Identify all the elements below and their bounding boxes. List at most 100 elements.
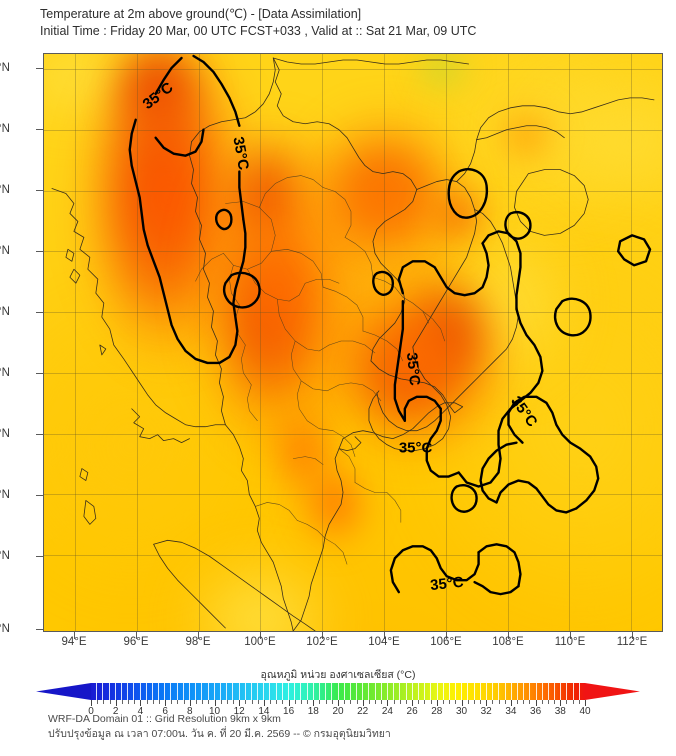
colorbar-tick-label: 14 (258, 706, 270, 717)
gridline-horizontal (44, 555, 662, 557)
colorbar-tick-mark (319, 700, 321, 704)
coastline-gulf-of-thailand (342, 402, 464, 440)
colorbar-scale[interactable] (91, 683, 585, 700)
colorbar-tick-mark (510, 700, 512, 706)
province-border-25 (195, 253, 224, 282)
x-tick-mark (632, 632, 633, 639)
colorbar-tick-label: 2 (112, 706, 119, 717)
island-nicobar-a (79, 468, 89, 481)
colorbar-tick-mark (529, 700, 531, 704)
colorbar-tick-label: 8 (187, 706, 193, 717)
contour-label-vietnam: 35°C (507, 393, 541, 430)
colorbar-tick-label: 18 (307, 706, 319, 717)
x-tick-label: 104°E (368, 636, 400, 648)
colorbar-tick-mark (183, 700, 185, 704)
y-tick-label: 14°N (0, 305, 10, 318)
y-tick-label: 12°N (0, 366, 10, 379)
colorbar-tick-mark (492, 700, 494, 704)
colorbar-tick-mark (541, 700, 543, 704)
y-tick-label: 10°N (0, 427, 10, 440)
gridline-vertical (445, 54, 447, 631)
y-tick-label: 16°N (0, 245, 10, 257)
border-china-vietnam (272, 57, 470, 65)
colorbar-tick-mark (128, 700, 130, 704)
colorbar-tick-mark (424, 700, 426, 704)
footer-block: WRF-DA Domain 01 :: Grid Resolution 9km … (48, 712, 648, 741)
province-border-13 (322, 187, 352, 238)
island-andaman-a (65, 248, 75, 262)
province-border-28 (241, 344, 252, 386)
colorbar-tick-mark (350, 700, 352, 704)
x-tick-mark (446, 632, 447, 639)
colorbar-tick-mark (554, 700, 556, 704)
coastline-myanmar-delta (131, 408, 190, 444)
hot-core-hainan (495, 105, 557, 164)
gridline-horizontal (44, 433, 662, 435)
cool-patch-greenish-north (414, 54, 471, 89)
gridline-horizontal (44, 312, 662, 314)
province-border-1 (223, 201, 276, 270)
x-tick-label: 94°E (61, 636, 87, 648)
colorbar-tick-label: 4 (137, 706, 144, 717)
province-border-21 (338, 448, 356, 483)
province-border-17 (332, 430, 356, 457)
province-border-29 (247, 384, 258, 422)
x-tick-label: 108°E (492, 636, 524, 648)
x-tick-mark (384, 632, 385, 639)
page-title: Temperature at 2m above ground(℃) - [Dat… (40, 7, 362, 21)
y-tick-mark (36, 433, 43, 435)
colorbar-tick-mark (362, 700, 364, 706)
y-tick-label: 6°N (0, 549, 10, 562)
colorbar-tick-mark (498, 700, 500, 704)
x-tick-mark (570, 632, 571, 639)
gridline-vertical (383, 54, 385, 631)
x-tick-mark (136, 632, 137, 639)
coastline-gulf-upper (338, 436, 362, 452)
colorbar-tick-mark (158, 700, 160, 704)
contour-myanmar-loop-small (214, 208, 233, 231)
colorbar-tick-mark (263, 700, 265, 706)
colorbar-tick-label: 24 (381, 706, 393, 717)
colorbar-tick-label: 10 (208, 706, 221, 717)
province-border-16 (402, 296, 430, 324)
colorbar-tick-mark (504, 700, 506, 704)
gridline-vertical (569, 54, 571, 631)
contour-label-central-thailand: 35°C (403, 352, 423, 387)
coastline-and-border-overlay (51, 57, 655, 631)
province-border-26 (229, 264, 240, 306)
gridline-horizontal (44, 251, 662, 253)
colorbar-tick-mark (103, 700, 105, 704)
colorbar-tick-mark (282, 700, 284, 704)
colorbar-tick-mark (189, 700, 191, 706)
coastline-peninsula-east (292, 438, 344, 631)
colorbar-tick-mark (220, 700, 222, 704)
contour-myanmar-main-2 (128, 118, 247, 365)
colorbar[interactable]: 0 2 4 6 8 10 12 14 16 18 20 22 24 26 28 30 32 34 36 38 40 (36, 683, 640, 717)
colorbar-tick-mark (455, 700, 457, 704)
province-border-7 (322, 286, 364, 332)
x-tick-label: 98°E (185, 636, 211, 648)
colorbar-under-arrow (36, 683, 91, 700)
contour-central-thailand-e (393, 299, 407, 422)
gridline-vertical (322, 54, 324, 631)
colorbar-tick-label: 12 (233, 706, 245, 717)
colorbar-tick-mark (208, 700, 210, 704)
y-tick-mark (36, 555, 43, 557)
colorbar-over-arrow (585, 683, 640, 700)
province-border-18 (292, 456, 324, 465)
colorbar-tick-mark (202, 700, 204, 704)
colorbar-tick-mark (146, 700, 148, 704)
colorbar-tick-mark (325, 700, 327, 704)
temperature-map-plot: 35°C 35°C 35°C 35°C 35°C 35°C (43, 53, 663, 632)
coastline-sumatra (153, 539, 316, 631)
coastline-gulf-of-tonkin (456, 97, 655, 182)
colorbar-tick-label: 16 (283, 706, 295, 717)
border-thailand-myanmar (189, 141, 226, 426)
colorbar-tick-mark (171, 700, 173, 704)
y-tick-label: 8°N (0, 488, 10, 501)
colorbar-tick-mark (239, 700, 241, 706)
colorbar-tick-mark (480, 700, 482, 704)
colorbar-tick-mark (523, 700, 525, 704)
y-tick-label: 18°N (0, 184, 10, 196)
y-tick-label: 4°N (0, 623, 10, 635)
